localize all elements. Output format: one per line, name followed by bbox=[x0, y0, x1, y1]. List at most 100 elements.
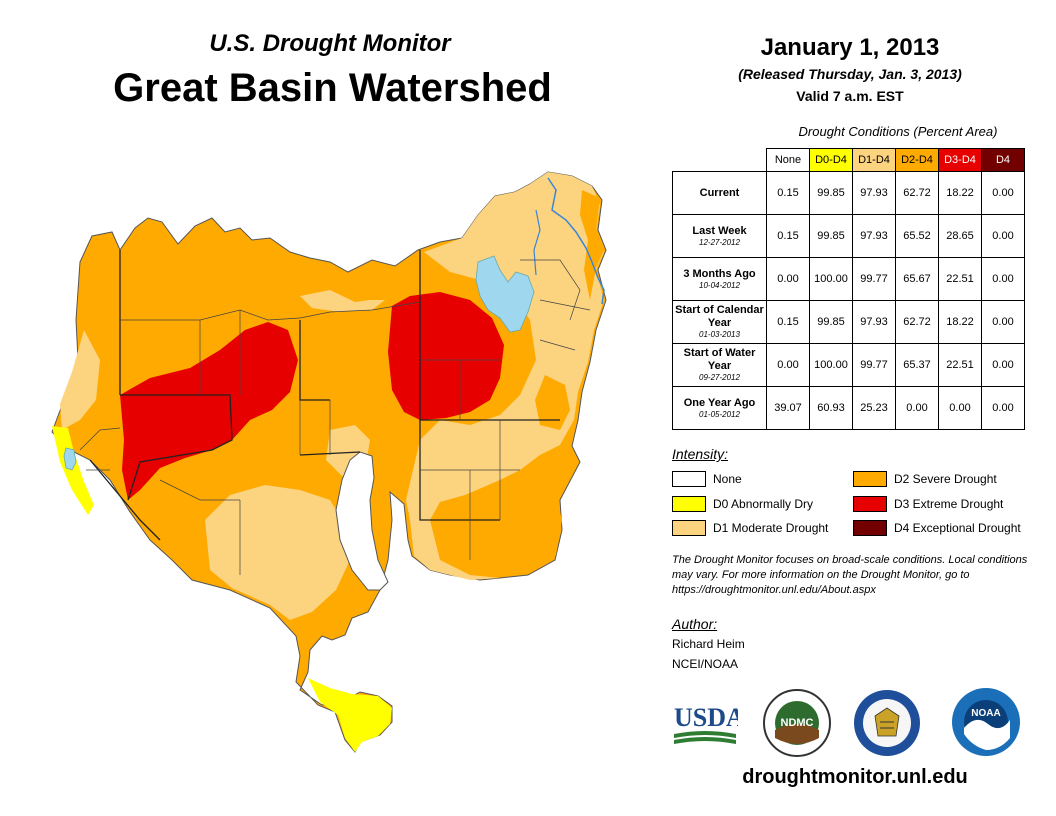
row-date: 01-05-2012 bbox=[699, 409, 740, 419]
region-d0-west bbox=[52, 426, 94, 515]
legend-item-d2: D2 Severe Drought bbox=[853, 471, 997, 487]
region-d2-east bbox=[535, 375, 570, 430]
region-d2-northeast bbox=[580, 190, 604, 300]
table-cell: 97.93 bbox=[852, 171, 896, 215]
noaa-logo: NOAA bbox=[952, 688, 1020, 756]
table-cell: 0.15 bbox=[766, 300, 810, 344]
drought-monitor-note: The Drought Monitor focuses on broad-sca… bbox=[672, 554, 1028, 596]
table-cell: 100.00 bbox=[809, 343, 853, 387]
table-cell: 0.00 bbox=[766, 343, 810, 387]
legend-label: D4 Exceptional Drought bbox=[894, 521, 1021, 535]
legend-item-d1: D1 Moderate Drought bbox=[672, 520, 828, 536]
row-label: One Year Ago 01-05-2012 bbox=[672, 386, 767, 430]
legend-item-d4: D4 Exceptional Drought bbox=[853, 520, 1021, 536]
legend-swatch bbox=[672, 520, 706, 536]
table-cell: 0.00 bbox=[981, 386, 1025, 430]
table-cell: 0.00 bbox=[981, 343, 1025, 387]
table-cell: 0.00 bbox=[981, 300, 1025, 344]
table-cell: 39.07 bbox=[766, 386, 810, 430]
table-cell: 97.93 bbox=[852, 214, 896, 258]
table-row: One Year Ago 01-05-2012 39.07 60.93 25.23 0.0… bbox=[672, 386, 1025, 430]
table-cell: 28.65 bbox=[938, 214, 982, 258]
table-cell: 0.00 bbox=[895, 386, 939, 430]
row-label-text: Current bbox=[699, 186, 740, 199]
table-cell: 99.85 bbox=[809, 300, 853, 344]
column-header: D2-D4 bbox=[895, 148, 939, 172]
region-d1-south bbox=[205, 485, 350, 620]
table-cell: 99.77 bbox=[852, 257, 896, 301]
legend-label: D2 Severe Drought bbox=[894, 472, 997, 486]
region-d3-east bbox=[388, 292, 504, 420]
river bbox=[547, 177, 605, 305]
legend-swatch bbox=[853, 496, 887, 512]
table-cell: 0.00 bbox=[981, 171, 1025, 215]
table-cell: 65.37 bbox=[895, 343, 939, 387]
drought-map bbox=[51, 171, 607, 753]
table-cell: 97.93 bbox=[852, 300, 896, 344]
legend-swatch bbox=[672, 496, 706, 512]
legend-label: None bbox=[713, 472, 742, 486]
region-none bbox=[335, 451, 389, 591]
table-cell: 0.15 bbox=[766, 171, 810, 215]
table-cell: 18.22 bbox=[938, 300, 982, 344]
region-d1-west bbox=[60, 330, 100, 430]
legend-item-d0: D0 Abnormally Dry bbox=[672, 496, 813, 512]
lake-tahoe bbox=[63, 447, 77, 471]
row-label-text: Last Week bbox=[692, 224, 747, 237]
legend-item-d3: D3 Extreme Drought bbox=[853, 496, 1003, 512]
legend-swatch bbox=[853, 471, 887, 487]
region-d3-west bbox=[120, 322, 298, 500]
table-row: 3 Months Ago 10-04-2012 0.00 100.00 99.77 65.… bbox=[672, 257, 1025, 301]
state-boundaries bbox=[89, 250, 560, 541]
table-cell: 65.52 bbox=[895, 214, 939, 258]
noaa-logo-text: NOAA bbox=[971, 708, 1000, 719]
legend-swatch bbox=[672, 471, 706, 487]
map-subtitle: U.S. Drought Monitor bbox=[209, 30, 451, 57]
county-boundaries bbox=[79, 259, 591, 575]
table-cell: 99.77 bbox=[852, 343, 896, 387]
usda-logo: USDA bbox=[674, 703, 738, 744]
table-cell: 25.23 bbox=[852, 386, 896, 430]
row-label-text: One Year Ago bbox=[683, 396, 756, 409]
row-label: 3 Months Ago 10-04-2012 bbox=[672, 257, 767, 301]
row-label-text: 3 Months Ago bbox=[683, 267, 756, 280]
column-header: D3-D4 bbox=[938, 148, 982, 172]
region-d1-north bbox=[300, 290, 385, 312]
row-date: 10-04-2012 bbox=[699, 280, 740, 290]
table-cell: 0.00 bbox=[981, 257, 1025, 301]
table-cell: 0.00 bbox=[981, 214, 1025, 258]
ndmc-logo: NDMC bbox=[763, 689, 831, 757]
drought-conditions-table: None D0-D4 D1-D4 D2-D4 D3-D4 D4 Current 0… bbox=[672, 148, 1025, 430]
table-cell: 0.00 bbox=[766, 257, 810, 301]
row-date: 09-27-2012 bbox=[699, 373, 740, 382]
table-cell: 65.67 bbox=[895, 257, 939, 301]
valid-time: Valid 7 a.m. EST bbox=[796, 88, 904, 104]
column-header: None bbox=[766, 148, 810, 172]
great-salt-lake bbox=[475, 255, 535, 333]
row-label-text: Start of Water Year bbox=[683, 347, 756, 372]
website-url[interactable]: droughtmonitor.unl.edu bbox=[742, 766, 968, 788]
table-cell: 62.72 bbox=[895, 171, 939, 215]
region-d1-east bbox=[406, 172, 604, 580]
table-cell: 0.00 bbox=[938, 386, 982, 430]
row-date: 12-27-2012 bbox=[699, 237, 740, 247]
usda-logo-text: USDA bbox=[674, 703, 738, 732]
table-cell: 0.15 bbox=[766, 214, 810, 258]
table-row: Last Week 12-27-2012 0.15 99.85 97.93 65.52 28… bbox=[672, 214, 1025, 258]
row-label: Last Week 12-27-2012 bbox=[672, 214, 767, 258]
column-header: D4 bbox=[981, 148, 1025, 172]
table-cell: 18.22 bbox=[938, 171, 982, 215]
row-label-text: Start of Calendar Year bbox=[675, 304, 764, 329]
author-org: NCEI/NOAA bbox=[672, 657, 739, 671]
legend-label: D3 Extreme Drought bbox=[894, 497, 1004, 511]
column-header: D0-D4 bbox=[809, 148, 853, 172]
table-row: Start of Calendar Year 01-03-2013 0.15 99.8… bbox=[672, 300, 1025, 344]
table-cell: 22.51 bbox=[938, 343, 982, 387]
intensity-label: Intensity: bbox=[672, 446, 729, 462]
legend-swatch bbox=[853, 520, 887, 536]
legend-item-none: None bbox=[672, 471, 742, 487]
table-caption: Drought Conditions (Percent Area) bbox=[798, 124, 998, 139]
legend-label: D1 Moderate Drought bbox=[713, 521, 829, 535]
column-header: D1-D4 bbox=[852, 148, 896, 172]
legend-label: D0 Abnormally Dry bbox=[713, 497, 814, 511]
